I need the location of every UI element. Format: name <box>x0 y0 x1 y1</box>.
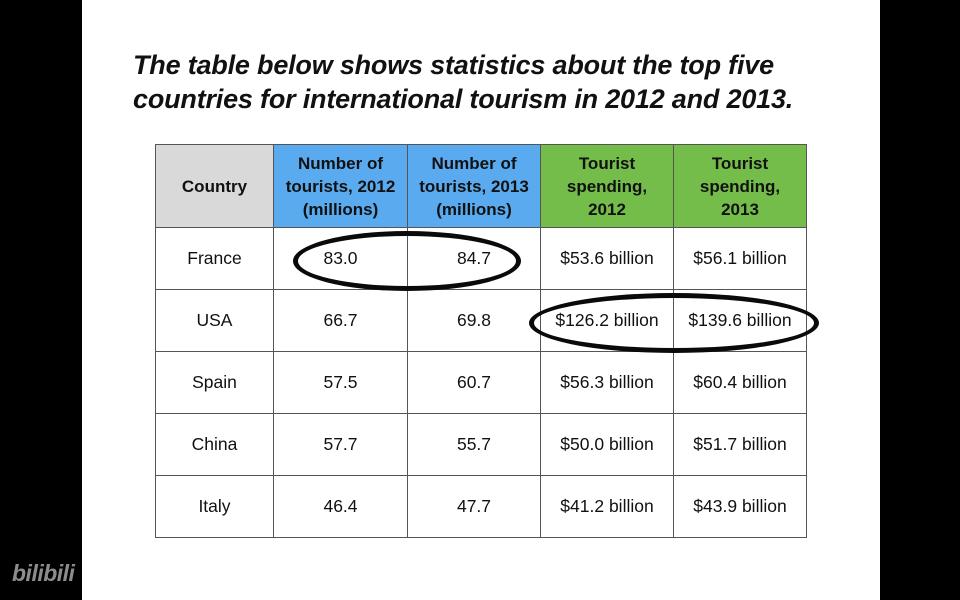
header-spending-2012: Tourist spending, 2012 <box>540 144 674 228</box>
cell-tourists-2013: 69.8 <box>407 289 541 352</box>
table-row: France 83.0 84.7 $53.6 billion $56.1 bil… <box>155 227 807 290</box>
table-row: Italy 46.4 47.7 $41.2 billion $43.9 bill… <box>155 475 807 538</box>
cell-tourists-2012: 57.5 <box>273 351 408 414</box>
cell-spending-2013: $139.6 billion <box>673 289 807 352</box>
cell-tourists-2012: 66.7 <box>273 289 408 352</box>
cell-tourists-2012: 83.0 <box>273 227 408 290</box>
cell-spending-2013: $51.7 billion <box>673 413 807 476</box>
cell-spending-2013: $60.4 billion <box>673 351 807 414</box>
cell-country: USA <box>155 289 274 352</box>
table-row: Spain 57.5 60.7 $56.3 billion $60.4 bill… <box>155 351 807 414</box>
cell-spending-2012: $126.2 billion <box>540 289 674 352</box>
cell-spending-2012: $56.3 billion <box>540 351 674 414</box>
cell-spending-2013: $56.1 billion <box>673 227 807 290</box>
cell-country: China <box>155 413 274 476</box>
header-tourists-2013: Number of tourists, 2013 (millions) <box>407 144 541 228</box>
cell-spending-2012: $41.2 billion <box>540 475 674 538</box>
table-header-row: Country Number of tourists, 2012 (millio… <box>155 144 807 228</box>
cell-tourists-2013: 47.7 <box>407 475 541 538</box>
tourism-table: Country Number of tourists, 2012 (millio… <box>155 144 807 538</box>
table-row: China 57.7 55.7 $50.0 billion $51.7 bill… <box>155 413 807 476</box>
cell-country: France <box>155 227 274 290</box>
header-spending-2013: Tourist spending, 2013 <box>673 144 807 228</box>
header-country: Country <box>155 144 274 228</box>
cell-spending-2013: $43.9 billion <box>673 475 807 538</box>
cell-spending-2012: $50.0 billion <box>540 413 674 476</box>
table-row: USA 66.7 69.8 $126.2 billion $139.6 bill… <box>155 289 807 352</box>
cell-tourists-2012: 57.7 <box>273 413 408 476</box>
header-tourists-2012: Number of tourists, 2012 (millions) <box>273 144 408 228</box>
cell-tourists-2013: 60.7 <box>407 351 541 414</box>
cell-spending-2012: $53.6 billion <box>540 227 674 290</box>
cell-country: Italy <box>155 475 274 538</box>
cell-tourists-2012: 46.4 <box>273 475 408 538</box>
slide: The table below shows statistics about t… <box>82 0 880 600</box>
cell-country: Spain <box>155 351 274 414</box>
slide-title: The table below shows statistics about t… <box>133 50 794 114</box>
bilibili-watermark-logo: bilibili <box>12 560 75 586</box>
cell-tourists-2013: 84.7 <box>407 227 541 290</box>
cell-tourists-2013: 55.7 <box>407 413 541 476</box>
